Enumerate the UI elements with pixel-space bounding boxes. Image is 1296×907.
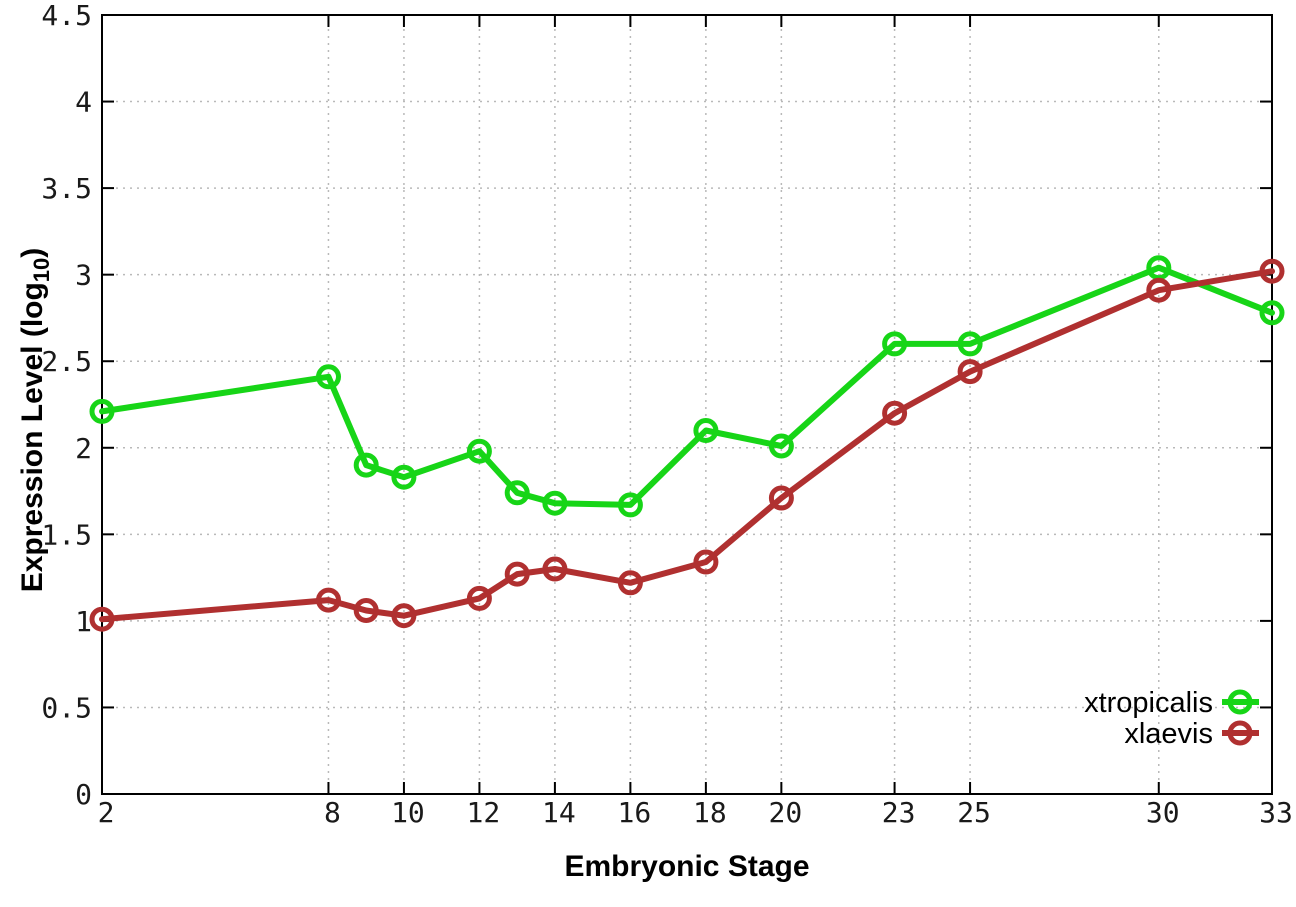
point-xlaevis-s2 [89,606,115,632]
point-xtropicalis-s10 [391,464,417,490]
grid-lines [102,15,1272,794]
y-axis-title-main: Expression Level (log [16,282,49,592]
y-tick-labels: 0 0.5 1 1.5 2 2.5 3 3.5 4 4.5 [41,0,92,811]
x-tick-label: 30 [1146,796,1180,829]
line-xtropicalis [99,264,1275,508]
point-xlaevis-s20 [768,485,794,511]
data-series [89,255,1285,632]
point-xtropicalis-s16 [617,492,643,518]
y-tick-label: 0.5 [41,691,92,724]
point-xlaevis-s18 [693,549,719,575]
point-xtropicalis-s9 [353,452,379,478]
point-xlaevis-s33 [1259,258,1285,284]
point-xtropicalis-s13 [504,480,530,506]
x-tick-label: 16 [618,796,652,829]
x-tick-label: 14 [542,796,576,829]
legend-label-xlaevis: xlaevis [1124,718,1213,750]
y-tick-label: 0 [75,778,92,811]
point-xlaevis-s13 [504,561,530,587]
point-xtropicalis-s33 [1259,300,1285,326]
point-xlaevis-s8 [316,587,341,613]
legend: xtropicalis xlaevis [1084,687,1259,750]
legend-swatch-marker-xlaevis [1227,720,1253,746]
series-xlaevis [89,258,1285,632]
x-tick-label: 23 [882,796,916,829]
y-axis-title-end: ) [16,248,49,258]
point-xlaevis-s14 [542,556,568,582]
point-xtropicalis-s8 [316,364,341,390]
x-tick-label: 25 [957,796,991,829]
x-tick-label: 8 [324,796,341,829]
x-tick-labels: 2 8 10 12 14 16 18 20 23 25 30 33 [98,796,1293,829]
point-xtropicalis-s20 [768,433,794,459]
point-xlaevis-s23 [882,400,908,426]
line-xlaevis [99,268,1275,623]
y-tick-label: 4 [75,86,92,119]
y-tick-label: 4.5 [41,0,92,32]
point-xtropicalis-s12 [466,438,492,464]
x-tick-label: 2 [98,796,115,829]
point-xtropicalis-s2 [89,398,115,424]
point-xtropicalis-s25 [957,331,983,357]
x-tick-label: 33 [1259,796,1293,829]
point-xlaevis-s10 [391,603,417,629]
legend-item-xlaevis: xlaevis [1124,718,1259,750]
point-xlaevis-s12 [466,585,492,611]
series-xtropicalis [89,255,1285,518]
point-xtropicalis-s23 [882,331,908,357]
point-xlaevis-s9 [353,598,379,623]
y-tick-label: 3 [75,259,92,292]
x-axis-title: Embryonic Stage [564,850,809,883]
point-xtropicalis-s14 [542,490,568,516]
legend-item-xtropicalis: xtropicalis [1084,687,1259,719]
y-tick-label: 2.5 [41,345,92,378]
y-tick-label: 1.5 [41,518,92,551]
y-axis-title-subscript: 10 [29,258,54,282]
point-xtropicalis-s18 [693,418,719,443]
point-xlaevis-s30 [1146,277,1172,303]
legend-swatch-marker-xtropicalis [1227,689,1253,715]
y-tick-label: 3.5 [41,172,92,205]
x-tick-label: 18 [693,796,727,829]
axis-ticks [101,14,1273,795]
y-tick-label: 2 [75,432,92,465]
y-axis-title: Expression Level (log10) [16,248,54,593]
point-xlaevis-s16 [617,570,643,596]
legend-label-xtropicalis: xtropicalis [1084,687,1213,719]
x-tick-label: 12 [467,796,501,829]
x-tick-label: 10 [391,796,425,829]
plot-border [101,14,1273,795]
point-xlaevis-s25 [957,359,983,385]
x-tick-label: 20 [768,796,802,829]
y-tick-label: 1 [75,605,92,638]
